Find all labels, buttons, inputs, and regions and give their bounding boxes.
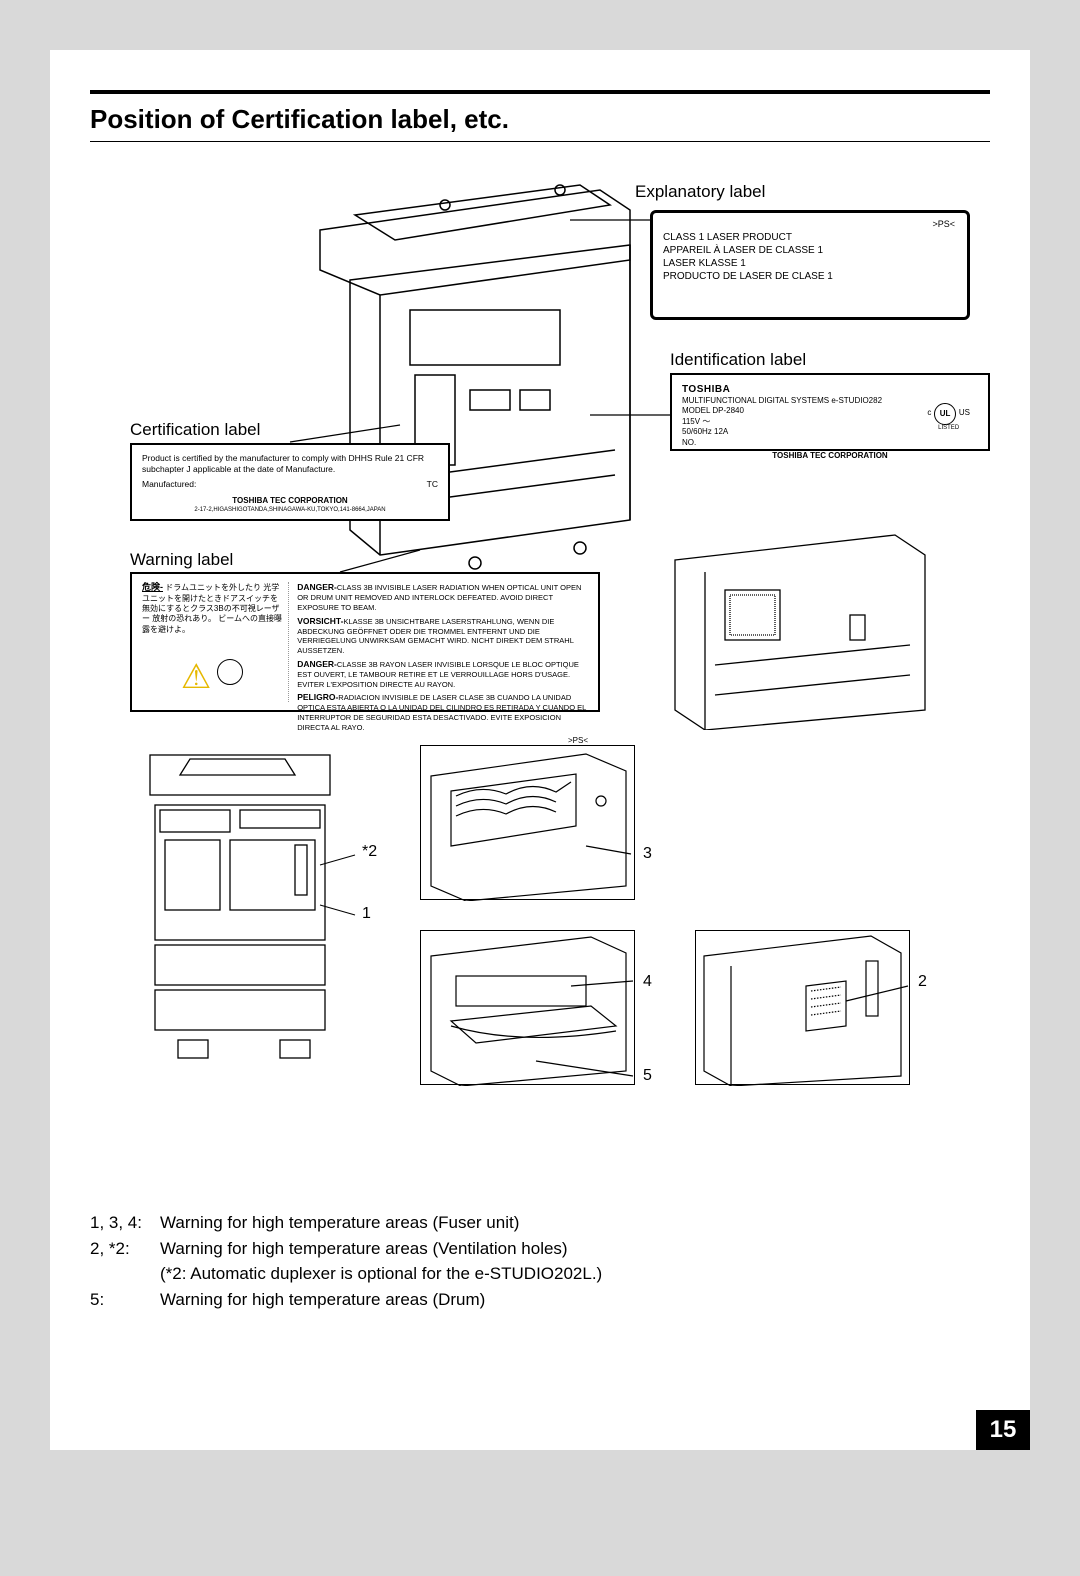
legend-key-2: 2, *2: (90, 1236, 160, 1262)
expl-line4: PRODUCTO DE LASER DE CLASE 1 (663, 270, 957, 283)
inner-view-b (420, 930, 635, 1085)
callout-2: 2 (918, 973, 927, 991)
identification-label-caption: Identification label (670, 350, 806, 370)
ul-mark-icon: c UL US LISTED (927, 403, 970, 433)
laser-warning-icon: ⚠ (142, 655, 282, 699)
cert-corp: TOSHIBA TEC CORPORATION (142, 496, 438, 506)
ps-mark: >PS< (932, 219, 955, 231)
legend-val-1: Warning for high temperature areas (Fuse… (160, 1210, 519, 1236)
ident-l5: NO. (682, 438, 978, 448)
warning-jp: 危険- ドラムユニットを外したり 光学ユニットを開けたときドアスイッチを 無効に… (142, 582, 289, 702)
rule-top-thick (90, 90, 990, 94)
rule-under-title (90, 141, 990, 142)
cert-body: Product is certified by the manufacturer… (142, 453, 438, 475)
page-number: 15 (976, 1410, 1030, 1450)
explanatory-label-caption: Explanatory label (635, 182, 765, 202)
warning-multilang: DANGER-CLASS 3B INVISIBLE LASER RADIATIO… (289, 582, 588, 702)
diagram-area: Explanatory label >PS< CLASS 1 LASER PRO… (90, 160, 990, 970)
explanatory-label-box: >PS< CLASS 1 LASER PRODUCT APPAREIL À LA… (650, 210, 970, 320)
lower-detail-row: *2 1 3 (130, 745, 1020, 1145)
legend-key-4: 5: (90, 1287, 160, 1313)
expl-line2: APPAREIL À LASER DE CLASSE 1 (663, 244, 957, 257)
legend-val-4: Warning for high temperature areas (Drum… (160, 1287, 485, 1313)
expl-line3: LASER KLASSE 1 (663, 257, 957, 270)
back-panel-illustration (665, 530, 935, 730)
warning-label-box: 危険- ドラムユニットを外したり 光学ユニットを開けたときドアスイッチを 無効に… (130, 572, 600, 712)
certification-label-caption: Certification label (130, 420, 260, 440)
callout-3: 3 (643, 845, 652, 863)
legend-val-3: (*2: Automatic duplexer is optional for … (160, 1261, 602, 1287)
callout-4: 4 (643, 973, 652, 991)
rear-vent-illustration (695, 930, 910, 1085)
inner-view-a (420, 745, 635, 900)
certification-label-box: Product is certified by the manufacturer… (130, 443, 450, 521)
legend-key-1: 1, 3, 4: (90, 1210, 160, 1236)
cert-tc: TC (427, 479, 438, 490)
identification-label-box: TOSHIBA MULTIFUNCTIONAL DIGITAL SYSTEMS … (670, 373, 990, 451)
expl-line1: CLASS 1 LASER PRODUCT (663, 231, 957, 244)
legend: 1, 3, 4:Warning for high temperature are… (90, 1210, 602, 1312)
cert-manufactured: Manufactured: (142, 479, 196, 490)
page: Position of Certification label, etc. (50, 50, 1030, 1450)
front-view-illustration (130, 745, 360, 1085)
ident-brand: TOSHIBA (682, 383, 978, 396)
callout-1: 1 (362, 905, 371, 923)
callout-5: 5 (643, 1067, 652, 1085)
cert-addr: 2-17-2,HIGASHIGOTANDA,SHINAGAWA-KU,TOKYO… (142, 507, 438, 515)
callout-star2: *2 (362, 843, 377, 861)
page-title: Position of Certification label, etc. (90, 104, 990, 135)
warning-label-caption: Warning label (130, 550, 233, 570)
ident-corp: TOSHIBA TEC CORPORATION (682, 451, 978, 461)
legend-val-2: Warning for high temperature areas (Vent… (160, 1236, 568, 1262)
